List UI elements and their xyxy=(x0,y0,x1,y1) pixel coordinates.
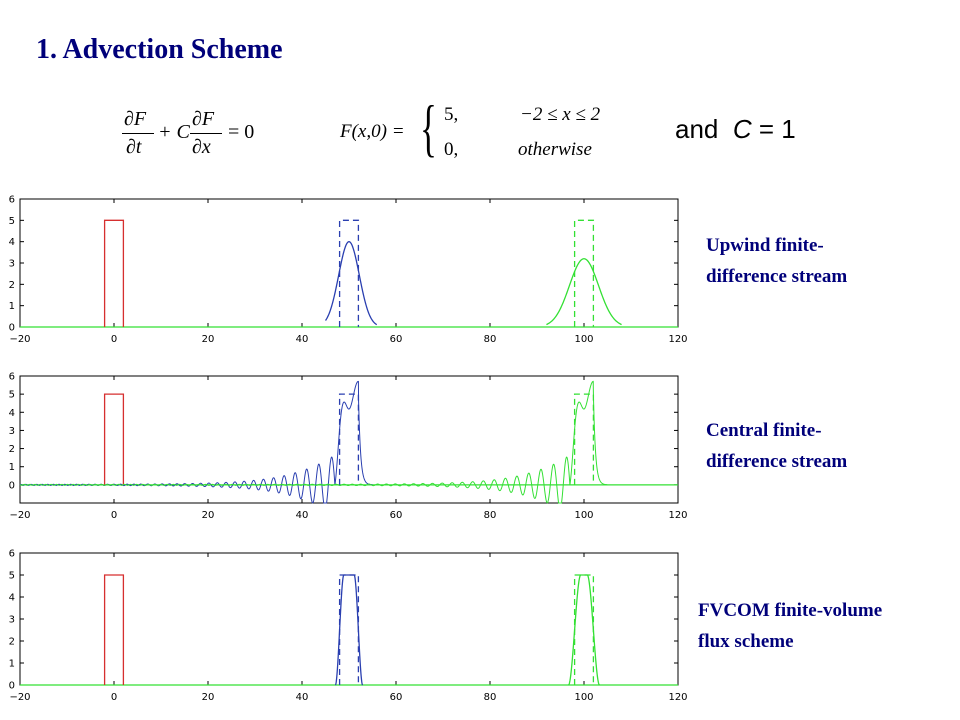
series-dispersive-4 xyxy=(19,380,608,504)
x-tick-label: 100 xyxy=(574,510,593,521)
x-tick-label: 40 xyxy=(296,334,309,345)
x-tick-label: 60 xyxy=(390,692,403,703)
c-value: = 1 xyxy=(758,114,796,144)
label-central-line2: difference stream xyxy=(706,451,848,472)
label-fvcom: FVCOM finite-volume flux scheme xyxy=(698,595,882,657)
label-central: Central finite- difference stream xyxy=(706,415,847,477)
ic-case1-cond: −2 ≤ x ≤ 2 xyxy=(520,104,601,125)
series-dispersive-2 xyxy=(19,380,373,504)
x-tick-label: −20 xyxy=(9,692,30,703)
label-upwind-line2: difference stream xyxy=(706,266,848,287)
eq-dx: ∂x xyxy=(192,136,211,158)
label-central-line1: Central finite- xyxy=(706,420,822,441)
x-tick-label: 40 xyxy=(296,510,309,521)
and-word: and xyxy=(675,114,719,144)
series-smoothbox-2 xyxy=(334,574,364,686)
x-tick-label: 120 xyxy=(668,334,687,345)
ic-brace: { xyxy=(420,92,437,163)
y-tick-label: 2 xyxy=(9,637,15,648)
eq-dt: ∂t xyxy=(126,136,142,158)
x-tick-label: 120 xyxy=(668,692,687,703)
eq-fraction-bar-1 xyxy=(122,133,154,134)
eq-dF: ∂F xyxy=(124,108,147,130)
series-gaussian-2 xyxy=(324,241,378,326)
series-gaussian-4 xyxy=(546,258,622,326)
y-tick-label: 1 xyxy=(9,301,15,312)
ic-case2-cond: otherwise xyxy=(518,139,592,160)
y-tick-label: 2 xyxy=(9,280,15,291)
x-tick-label: 20 xyxy=(202,692,215,703)
c-symbol: C xyxy=(732,114,752,144)
y-tick-label: 2 xyxy=(9,444,15,455)
y-tick-label: 1 xyxy=(9,659,15,670)
page-title: 1. Advection Scheme xyxy=(36,34,283,65)
series-box-1 xyxy=(338,574,360,685)
y-tick-label: 0 xyxy=(9,323,15,334)
y-tick-label: 4 xyxy=(9,593,15,604)
eq-dF2: ∂F xyxy=(192,108,215,130)
series-box-3 xyxy=(573,219,595,327)
constant-c-statement: and C = 1 xyxy=(675,114,796,145)
ic-case2-value: 0, xyxy=(444,139,459,160)
label-fvcom-line1: FVCOM finite-volume xyxy=(698,600,883,621)
x-tick-label: 20 xyxy=(202,510,215,521)
y-tick-label: 5 xyxy=(9,216,15,227)
eq-equals-zero: = 0 xyxy=(228,121,255,143)
x-tick-label: 40 xyxy=(296,692,309,703)
y-tick-label: 4 xyxy=(9,408,15,419)
series-box-0 xyxy=(103,219,125,327)
series-box-3 xyxy=(573,393,595,485)
y-tick-label: 1 xyxy=(9,462,15,473)
x-tick-label: 0 xyxy=(111,510,117,521)
x-tick-label: 80 xyxy=(484,510,497,521)
plot-frame xyxy=(19,375,679,504)
x-tick-label: 60 xyxy=(390,510,403,521)
label-upwind-line1: Upwind finite- xyxy=(706,235,824,256)
x-tick-label: −20 xyxy=(9,510,30,521)
x-tick-label: 80 xyxy=(484,692,497,703)
y-tick-label: 4 xyxy=(9,237,15,248)
x-tick-label: 60 xyxy=(390,334,403,345)
series-box-0 xyxy=(103,393,125,485)
plot-frame xyxy=(19,552,679,686)
y-tick-label: 5 xyxy=(9,571,15,582)
x-tick-label: 0 xyxy=(111,334,117,345)
x-tick-label: 120 xyxy=(668,510,687,521)
y-tick-label: 3 xyxy=(9,615,15,626)
label-upwind: Upwind finite- difference stream xyxy=(706,230,847,292)
y-tick-label: 6 xyxy=(9,372,15,383)
series-box-1 xyxy=(338,393,360,485)
eq-plus-c: + C xyxy=(158,121,190,143)
chart-panel-central: −20 0 20 40 60 80 100 120 0 1 2 3 4 5 6 xyxy=(9,372,688,522)
ic-case1-value: 5, xyxy=(444,104,459,125)
x-tick-label: 100 xyxy=(574,692,593,703)
x-tick-label: 20 xyxy=(202,334,215,345)
series-box-0 xyxy=(103,574,125,685)
y-tick-label: 0 xyxy=(9,681,15,692)
x-tick-label: 0 xyxy=(111,692,117,703)
x-tick-label: −20 xyxy=(9,334,30,345)
x-tick-label: 80 xyxy=(484,334,497,345)
y-tick-label: 3 xyxy=(9,426,15,437)
label-fvcom-line2: flux scheme xyxy=(698,631,794,652)
y-tick-label: 6 xyxy=(9,195,15,206)
y-tick-label: 5 xyxy=(9,390,15,401)
y-tick-label: 0 xyxy=(9,480,15,491)
series-smoothbox-4 xyxy=(568,574,600,686)
y-tick-label: 3 xyxy=(9,259,15,270)
eq-fraction-bar-2 xyxy=(190,133,222,134)
x-tick-label: 100 xyxy=(574,334,593,345)
y-tick-label: 6 xyxy=(9,549,15,560)
series-box-1 xyxy=(338,219,360,327)
ic-lhs: F(x,0) = xyxy=(340,121,405,142)
